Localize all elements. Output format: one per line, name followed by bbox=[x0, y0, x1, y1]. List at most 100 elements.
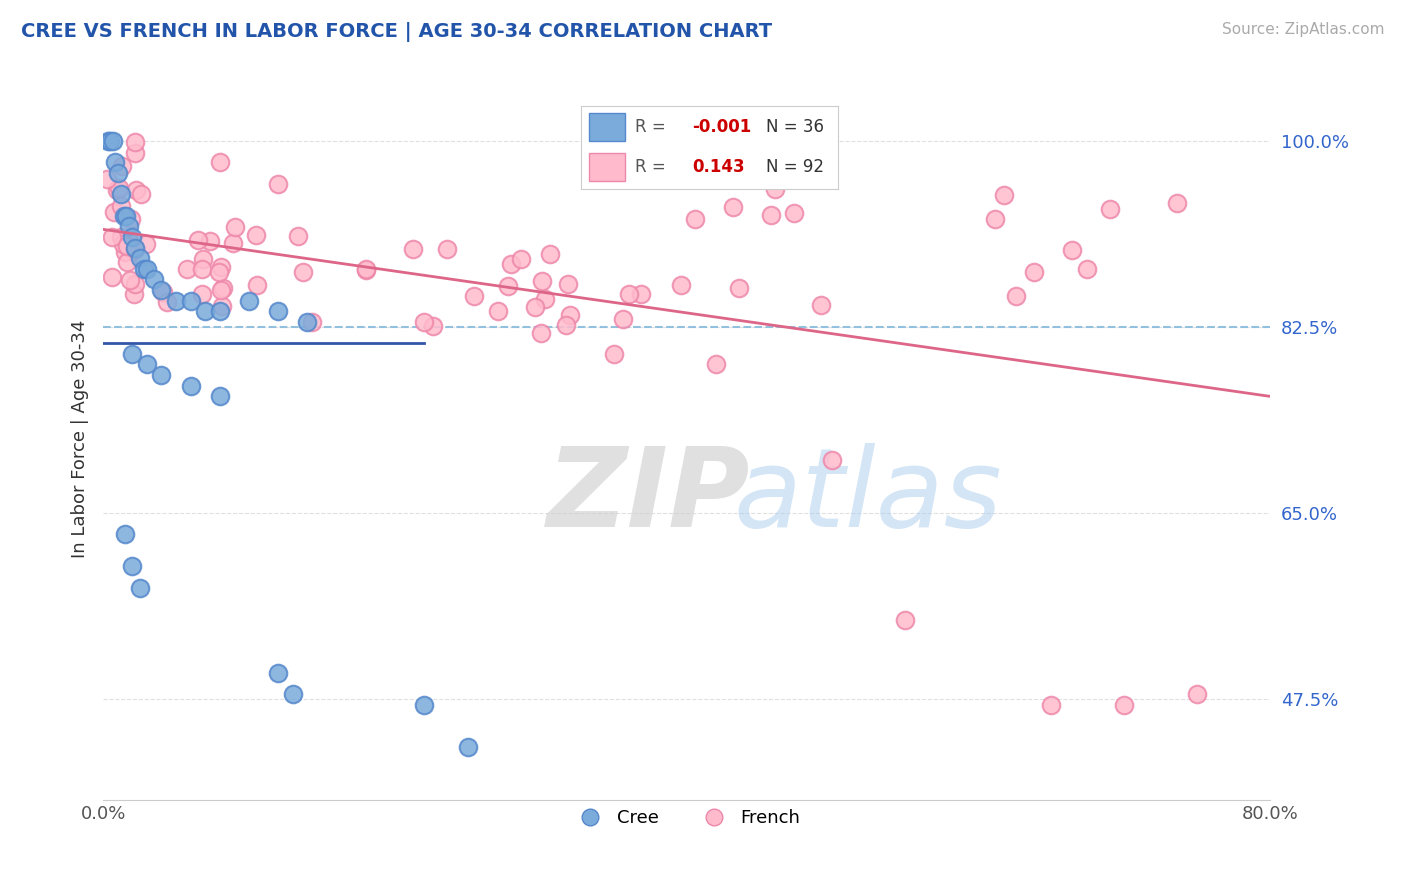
Point bbox=[103, 134, 125, 148]
Point bbox=[114, 527, 136, 541]
Point bbox=[685, 212, 707, 227]
Point bbox=[124, 146, 146, 161]
Point bbox=[267, 177, 290, 191]
Point bbox=[1076, 261, 1098, 276]
Point bbox=[110, 199, 132, 213]
Point bbox=[501, 257, 523, 271]
Point bbox=[1112, 698, 1135, 712]
Point bbox=[124, 243, 146, 257]
Point bbox=[281, 687, 304, 701]
Point bbox=[135, 358, 157, 372]
Point bbox=[122, 243, 145, 257]
Point bbox=[180, 378, 202, 392]
Point bbox=[211, 260, 233, 274]
Point bbox=[121, 347, 143, 361]
Point bbox=[554, 318, 576, 332]
Point bbox=[128, 251, 150, 265]
Point bbox=[509, 252, 531, 266]
Point bbox=[402, 242, 425, 256]
Point bbox=[101, 269, 124, 284]
Point bbox=[208, 155, 231, 169]
Point bbox=[108, 181, 131, 195]
Point bbox=[180, 293, 202, 308]
Point bbox=[810, 297, 832, 311]
Point bbox=[165, 293, 187, 308]
Point bbox=[422, 318, 444, 333]
Point bbox=[193, 252, 215, 266]
Point bbox=[150, 283, 173, 297]
Point bbox=[1060, 244, 1083, 258]
Point bbox=[267, 304, 290, 318]
Point bbox=[194, 304, 217, 318]
Point bbox=[208, 389, 231, 403]
Point bbox=[101, 230, 124, 244]
Point bbox=[246, 278, 269, 293]
Point bbox=[208, 304, 231, 318]
Point bbox=[135, 236, 157, 251]
Point bbox=[125, 183, 148, 197]
Point bbox=[413, 698, 436, 712]
Point bbox=[104, 155, 127, 169]
Point bbox=[486, 303, 509, 318]
Point bbox=[176, 262, 198, 277]
Point bbox=[496, 279, 519, 293]
Point bbox=[761, 208, 783, 222]
Point bbox=[783, 206, 806, 220]
Point bbox=[135, 261, 157, 276]
Point bbox=[112, 209, 135, 223]
Point bbox=[1166, 196, 1188, 211]
Point bbox=[728, 281, 751, 295]
Point bbox=[110, 230, 132, 244]
Point bbox=[297, 315, 319, 329]
Point bbox=[704, 358, 727, 372]
Point bbox=[354, 261, 377, 276]
Point bbox=[612, 311, 634, 326]
Point bbox=[103, 205, 125, 219]
Point bbox=[111, 160, 134, 174]
Point bbox=[984, 212, 1007, 227]
Point bbox=[120, 211, 142, 226]
Point bbox=[132, 261, 155, 276]
Point bbox=[721, 200, 744, 214]
Point bbox=[114, 245, 136, 260]
Point bbox=[529, 326, 551, 340]
Point bbox=[209, 283, 232, 297]
Point bbox=[150, 368, 173, 382]
Point bbox=[105, 183, 128, 197]
Point bbox=[96, 172, 118, 186]
Point bbox=[110, 187, 132, 202]
Point bbox=[301, 315, 323, 329]
Point bbox=[993, 188, 1015, 202]
Point bbox=[1185, 687, 1208, 701]
Point bbox=[156, 295, 179, 310]
Point bbox=[211, 281, 233, 295]
Point bbox=[115, 239, 138, 253]
Point bbox=[208, 265, 231, 279]
Point bbox=[245, 228, 267, 243]
Point bbox=[1022, 265, 1045, 279]
Point bbox=[524, 301, 547, 315]
Point bbox=[224, 220, 246, 235]
Point bbox=[292, 265, 315, 279]
Point bbox=[198, 234, 221, 248]
Point bbox=[1004, 289, 1026, 303]
Point bbox=[115, 209, 138, 223]
Point bbox=[894, 613, 917, 627]
Point bbox=[457, 740, 479, 755]
Text: atlas: atlas bbox=[733, 443, 1001, 550]
Point bbox=[413, 315, 436, 329]
Point bbox=[1039, 698, 1062, 712]
Point bbox=[187, 233, 209, 247]
Point bbox=[630, 287, 652, 301]
Point bbox=[121, 230, 143, 244]
Point bbox=[287, 228, 309, 243]
Point bbox=[821, 453, 844, 467]
Text: ZIP: ZIP bbox=[547, 443, 749, 550]
Point bbox=[354, 263, 377, 277]
Point bbox=[120, 273, 142, 287]
Point bbox=[1098, 202, 1121, 216]
Point bbox=[267, 665, 290, 680]
Point bbox=[463, 289, 485, 303]
Point bbox=[128, 581, 150, 595]
Point bbox=[124, 277, 146, 291]
